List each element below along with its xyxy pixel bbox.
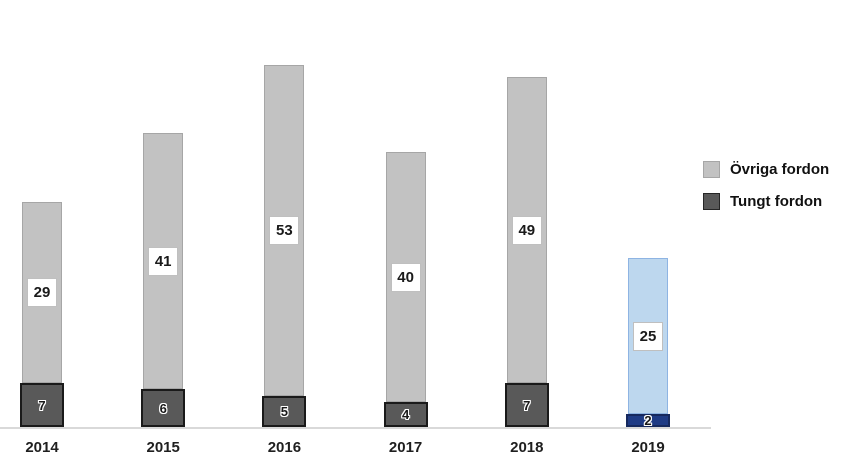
bar-label-ovriga-2014: 29: [27, 278, 57, 307]
bar-segment-ovriga-2019: 25: [628, 258, 668, 414]
bar-segment-ovriga-2015: 41: [143, 133, 184, 389]
bar-segment-tungt-2017: 4: [383, 402, 428, 427]
x-axis-label-2018: 2018: [510, 439, 544, 456]
bar-segment-tungt-2014: 7: [20, 383, 64, 427]
bar-segment-tungt-2018: 7: [504, 383, 549, 427]
x-axis-label-2017: 2017: [388, 439, 423, 456]
bar-label-ovriga-2018: 49: [511, 215, 542, 245]
legend-item-ovriga-fordon: Övriga fordon: [703, 161, 829, 178]
legend-item-tungt-fordon: Tungt fordon: [703, 193, 829, 210]
bar-label-tungt-2017: 4: [401, 407, 410, 422]
x-axis-label-2014: 2014: [25, 439, 59, 456]
bar-label-ovriga-2015: 41: [148, 246, 179, 276]
bar-label-ovriga-2016: 53: [269, 216, 300, 245]
legend-label-ovriga: Övriga fordon: [730, 161, 830, 178]
bar-label-ovriga-2019: 25: [633, 321, 663, 351]
bar-label-tungt-2016: 5: [280, 404, 288, 419]
bar-label-tungt-2019: 2: [644, 413, 652, 428]
legend-swatch-ovriga-icon: [703, 161, 720, 178]
x-axis-line: [0, 427, 711, 429]
legend-label-tungt: Tungt fordon: [730, 193, 823, 210]
bar-segment-ovriga-2017: 40: [385, 152, 426, 402]
legend-swatch-tungt-icon: [703, 193, 720, 210]
bar-label-tungt-2015: 6: [159, 400, 167, 416]
bar-segment-ovriga-2018: 49: [506, 77, 547, 383]
x-axis-label-2016: 2016: [267, 439, 302, 456]
x-axis-label-2019: 2019: [631, 439, 665, 456]
bar-label-tungt-2014: 7: [38, 397, 46, 413]
bar-segment-ovriga-2016: 53: [264, 65, 305, 396]
bar-segment-tungt-2016: 5: [262, 396, 307, 427]
legend: Övriga fordon Tungt fordon: [703, 161, 829, 225]
bar-label-ovriga-2017: 40: [390, 262, 421, 292]
bar-label-tungt-2018: 7: [523, 397, 531, 413]
bar-segment-tungt-2015: 6: [141, 389, 186, 427]
x-axis-label-2015: 2015: [146, 439, 180, 456]
bar-segment-tungt-2019: 2: [626, 413, 670, 428]
bar-segment-ovriga-2014: 29: [22, 202, 62, 383]
